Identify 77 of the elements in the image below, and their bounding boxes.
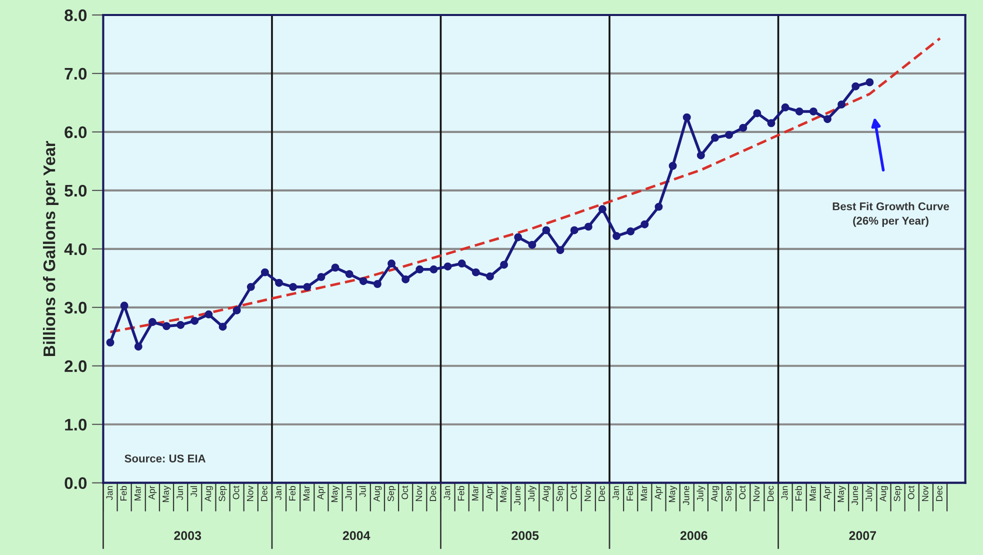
x-tick-label: Oct [739,486,746,500]
x-tick-label: Sep [725,486,734,502]
x-tick-label: Aug [711,486,720,502]
x-tick-label: Jan [106,486,113,500]
annotation: Best Fit Growth Curve (26% per Year) [832,202,950,227]
x-tick-label: Feb [626,486,634,500]
x-tick-label: Dec [767,486,774,501]
x-tick-label: Feb [458,486,464,500]
x-tick-label: Jan [275,486,282,500]
x-tick-label: May [838,486,846,502]
x-tick-label: Jan [444,486,450,500]
x-tick-label: Sep [218,486,227,502]
x-tick-label: May [500,486,508,502]
x-tick-label: Jul [359,486,366,498]
x-tick-label: Oct [402,486,408,500]
x-tick-label: Mar [810,486,816,500]
x-tick-label: Apr [148,486,157,500]
x-tick-label: Nov [416,486,422,501]
x-tick-label: Dec [261,486,268,501]
y-tick-label: 3.0 [64,302,87,314]
y-tick-label: 8.0 [64,9,87,22]
x-tick-label: Jul [190,486,198,498]
x-tick-label: Sep [388,486,396,502]
x-tick-label: Dec [936,486,942,501]
y-tick-label: 5.0 [64,184,87,197]
text: 2005 [512,531,539,540]
y-tick-label: 7.0 [64,68,87,80]
x-tick-label: June [682,486,690,506]
x-tick-label: Apr [317,486,326,500]
x-tick-label: May [668,486,677,502]
text: 2004 [342,531,370,540]
x-tick-label: July [865,486,874,502]
x-tick-label: Feb [120,486,127,500]
y-tick-label: 2.0 [64,360,87,372]
x-tick-label: Nov [584,486,591,501]
x-tick-label: Jun [176,486,183,500]
x-tick-label: Feb [288,486,296,500]
y-tick-label: 0.0 [64,477,87,490]
x-tick-label: Apr [654,486,663,500]
x-tick-label: Nov [247,486,254,501]
x-tick-label: Oct [908,486,914,500]
x-tick-label: May [331,486,340,502]
x-tick-label: Feb [795,486,802,500]
text: 2006 [680,531,708,540]
y-tick-label: 1.0 [65,418,87,431]
x-tick-label: Sep [894,486,902,502]
x-tick-label: Mar [640,486,648,500]
x-tick-label: Oct [232,486,240,500]
x-tick-label: Dec [430,486,436,501]
x-tick-label: Mar [472,486,478,500]
x-tick-label: Mar [134,486,141,500]
x-tick-label: Jan [612,486,619,500]
x-tick-label: Aug [204,486,213,502]
x-tick-label: Jun [345,486,352,500]
x-tick-label: May [162,486,171,502]
x-tick-label: Aug [374,486,382,502]
text: 2007 [849,531,876,540]
y-tick-label: 6.0 [64,126,87,138]
x-tick-label: Oct [570,486,577,500]
x-tick-label: Dec [598,486,605,501]
x-tick-label: Apr [486,486,494,500]
x-tick-label: Jan [781,486,788,500]
x-tick-label: Sep [556,486,564,502]
x-tick-label: Mar [303,486,310,500]
x-tick-label: Apr [824,486,832,500]
y-tick-label: 4.0 [64,243,87,256]
text: 2003 [174,531,202,540]
x-tick-label: July [528,486,536,502]
annotation: Source: US EIA [124,454,206,462]
x-tick-label: June [852,486,858,506]
y-axis-title: Billions of Gallons per Year [42,140,59,356]
x-tick-label: Aug [880,486,888,502]
x-tick-label: June [514,486,521,506]
x-tick-label: Nov [922,486,928,501]
x-tick-label: Nov [753,486,760,501]
x-tick-label: Aug [542,486,550,502]
x-tick-label: July [696,486,706,502]
